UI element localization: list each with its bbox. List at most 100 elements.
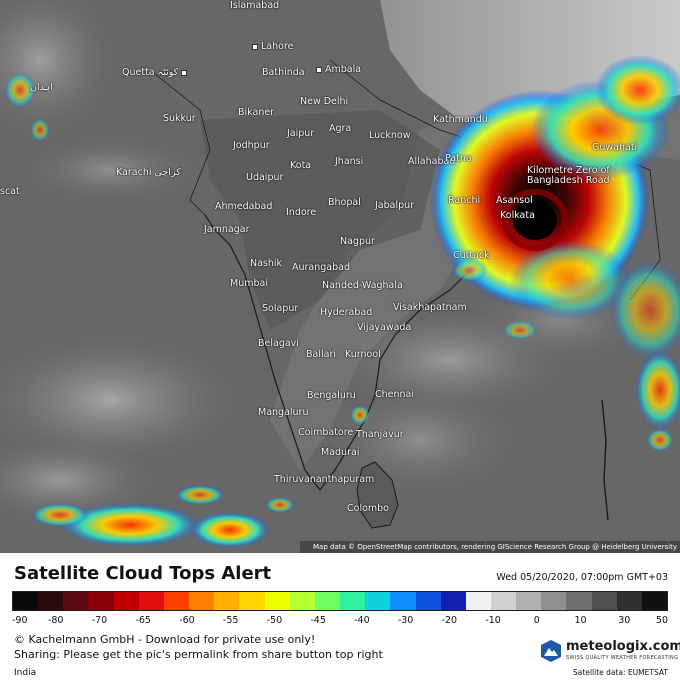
map-attribution[interactable]: Map data © OpenStreetMap contributors, r… xyxy=(300,541,680,553)
legend-panel: Satellite Cloud Tops Alert Wed 05/20/202… xyxy=(0,553,680,680)
scale-segment xyxy=(214,592,240,610)
city-label: Coimbatore xyxy=(298,427,354,438)
scale-tick-label: -65 xyxy=(135,615,151,626)
scale-segment xyxy=(239,592,265,610)
city-label: Allahabad xyxy=(408,156,456,167)
city-label: Nagpur xyxy=(340,236,375,247)
city-label: Udaipur xyxy=(246,172,284,183)
scale-segment xyxy=(314,592,341,610)
logo-tagline: SWISS QUALITY WEATHER FORECASTING xyxy=(566,655,679,661)
city-label: Ballari xyxy=(306,349,336,360)
city-label: Asansol xyxy=(496,195,533,206)
scale-segment xyxy=(264,592,290,610)
city-label: Chennai xyxy=(375,389,415,400)
city-label: Patna xyxy=(445,153,472,164)
scale-tick-label: 0 xyxy=(533,615,540,626)
scale-segment xyxy=(365,592,391,610)
city-label: Cuttack xyxy=(453,250,490,261)
city-label: Kathmandu xyxy=(433,114,488,125)
city-label: Kolkata xyxy=(500,210,535,221)
scale-segment xyxy=(189,592,215,610)
city-label: Jamnagar xyxy=(204,224,250,235)
scale-segment xyxy=(591,592,617,610)
city-label: Bathinda xyxy=(262,67,305,78)
scale-tick-label: -70 xyxy=(91,615,108,626)
city-label: Agra xyxy=(329,123,352,134)
city-label: New Delhi xyxy=(300,96,349,107)
city-label: Islamabad xyxy=(230,0,280,11)
city-label: Bengaluru xyxy=(307,390,356,401)
city-label: Lahore xyxy=(252,41,294,52)
city-label: Mumbai xyxy=(230,278,268,289)
city-label: Madurai xyxy=(321,447,360,458)
city-label: Bhopal xyxy=(328,197,361,208)
scale-segment xyxy=(641,592,668,610)
city-label: Jabalpur xyxy=(375,200,415,211)
city-label: Mangaluru xyxy=(258,407,309,418)
scale-segment xyxy=(163,592,190,610)
scale-segment xyxy=(440,592,466,610)
city-label: Solapur xyxy=(262,303,299,314)
city-label: Nashik xyxy=(250,258,283,269)
city-label: اہدان xyxy=(30,82,53,93)
scale-tick-label: -55 xyxy=(222,615,239,626)
temperature-color-scale xyxy=(12,591,668,611)
city-label: Karachi کراچی xyxy=(116,167,181,178)
city-label: Jaipur xyxy=(287,128,315,139)
city-label: Kilometre Zero of Bangladesh Road xyxy=(527,165,610,186)
city-label: Vijayawada xyxy=(357,322,412,333)
scale-tick-label: -40 xyxy=(354,615,370,626)
scale-segment xyxy=(38,592,64,610)
city-label: Thiruvananthapuram xyxy=(274,474,375,485)
scale-segment xyxy=(616,592,642,610)
scale-tick-label: -90 xyxy=(12,615,28,626)
city-label: Indore xyxy=(286,207,317,218)
city-label: Guwahati xyxy=(592,142,638,153)
scale-segment xyxy=(516,592,542,610)
region-label: India xyxy=(14,668,37,678)
satellite-data-credit: Satellite data: EUMETSAT xyxy=(573,668,668,677)
satellite-map[interactable]: Islamabad Lahore Quetta کوئٹہ Bathinda A… xyxy=(0,0,680,553)
scale-segment xyxy=(566,592,592,610)
city-label: Ahmedabad xyxy=(215,201,273,212)
scale-tick-label: -10 xyxy=(485,615,501,626)
scale-segment xyxy=(63,592,89,610)
city-label: Lucknow xyxy=(369,130,411,141)
city-label: Ambala xyxy=(316,64,361,75)
scale-tick-label: 30 xyxy=(618,615,631,626)
scale-segment xyxy=(541,592,567,610)
meteologix-logo[interactable]: meteologix.com SWISS QUALITY WEATHER FOR… xyxy=(540,637,680,667)
city-label: Thanjavur xyxy=(356,429,404,440)
scale-segment xyxy=(88,592,114,610)
city-label: scat xyxy=(0,186,20,197)
scale-tick-label: -45 xyxy=(310,615,326,626)
city-label: Kurnool xyxy=(345,349,381,360)
timestamp: Wed 05/20/2020, 07:00pm GMT+03 xyxy=(496,572,668,583)
scale-segment xyxy=(490,592,517,610)
scale-segment xyxy=(390,592,416,610)
scale-segment xyxy=(289,592,315,610)
scale-segment xyxy=(138,592,164,610)
scale-segment xyxy=(415,592,441,610)
scale-tick-label: -20 xyxy=(441,615,458,626)
copyright-text: © Kachelmann GmbH - Download for private… xyxy=(14,633,316,646)
city-label: Belagavi xyxy=(258,338,299,349)
sharing-text: Sharing: Please get the pic's permalink … xyxy=(14,648,383,661)
scale-tick-label: -30 xyxy=(397,615,414,626)
city-label: Quetta کوئٹہ xyxy=(122,67,190,78)
mountain-icon xyxy=(541,640,561,662)
scale-tick-label: -60 xyxy=(179,615,195,626)
scale-ticks: -90 -80 -70 -65 -60 -55 -50 -45 -40 -30 -20 -10 0 10 3… xyxy=(12,615,668,627)
scale-segment xyxy=(465,592,491,610)
city-label: Nanded-Waghala xyxy=(322,280,403,291)
city-label: Colombo xyxy=(347,503,389,514)
city-label: Bikaner xyxy=(238,107,275,118)
city-label: Ranchi xyxy=(448,195,481,206)
city-label: Jodhpur xyxy=(233,140,270,151)
scale-segment xyxy=(340,592,366,610)
city-label: Kota xyxy=(290,160,312,171)
satellite-imagery xyxy=(0,0,680,553)
city-label: Visakhapatnam xyxy=(393,302,467,313)
scale-segment xyxy=(13,592,39,610)
logo-name: meteologix.com xyxy=(566,639,680,654)
